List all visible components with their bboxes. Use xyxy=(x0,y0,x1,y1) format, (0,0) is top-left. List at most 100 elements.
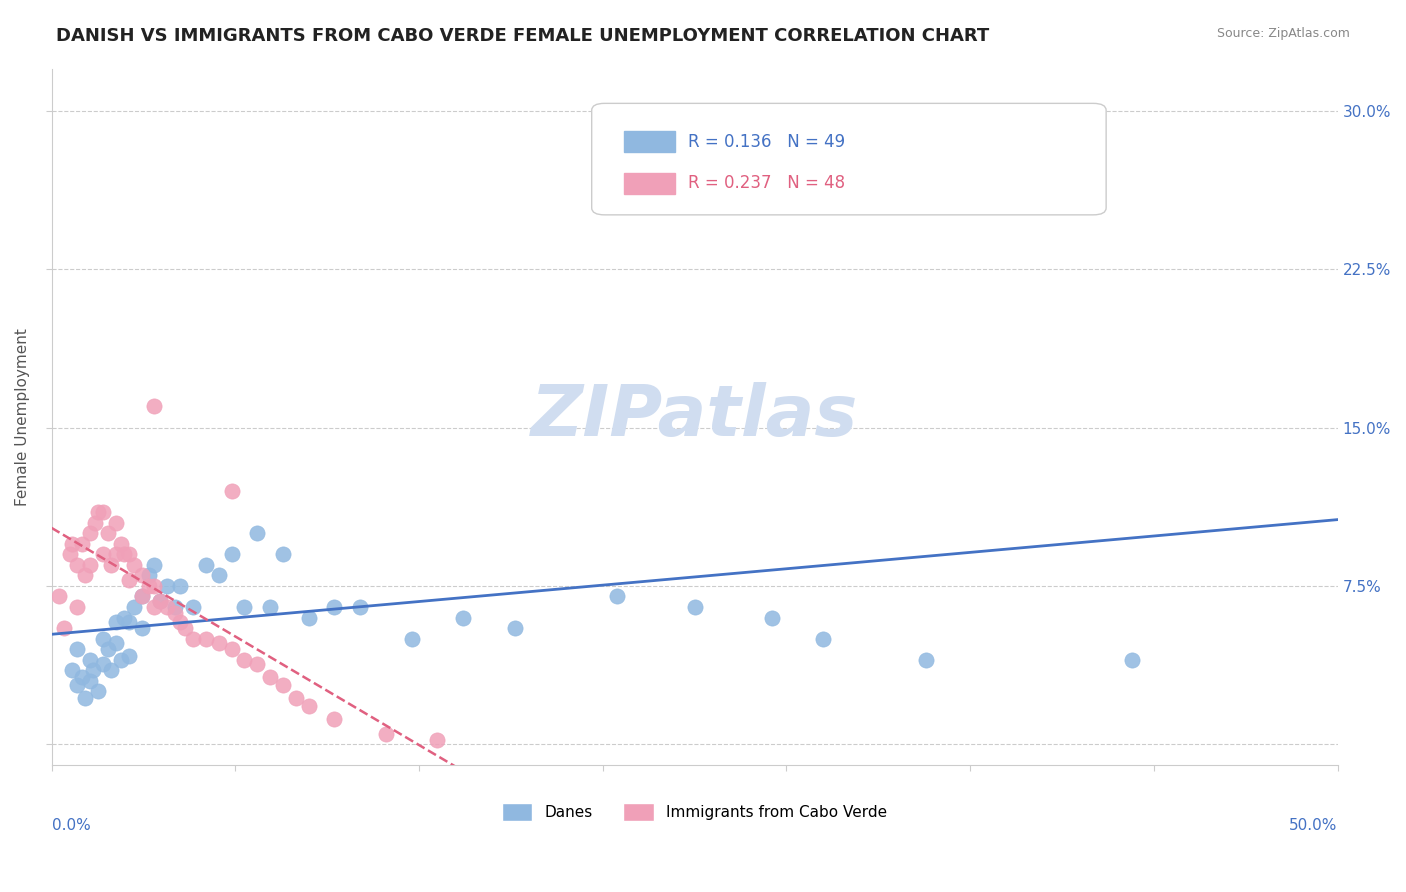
Point xyxy=(181,599,204,614)
Point xyxy=(174,621,197,635)
Bar xyxy=(624,173,675,194)
Point xyxy=(606,590,628,604)
Point xyxy=(143,400,166,414)
Point xyxy=(73,568,96,582)
Text: DANISH VS IMMIGRANTS FROM CABO VERDE FEMALE UNEMPLOYMENT CORRELATION CHART: DANISH VS IMMIGRANTS FROM CABO VERDE FEM… xyxy=(56,27,990,45)
Point xyxy=(208,636,231,650)
Point xyxy=(82,664,104,678)
Point xyxy=(131,590,153,604)
Point xyxy=(163,607,186,621)
Point xyxy=(60,664,83,678)
Point xyxy=(246,657,269,671)
Point xyxy=(246,526,269,541)
Point xyxy=(271,678,294,692)
Point xyxy=(53,621,76,635)
Point xyxy=(112,547,135,561)
Point xyxy=(104,636,127,650)
Point xyxy=(104,547,127,561)
Point xyxy=(131,621,153,635)
Legend: Danes, Immigrants from Cabo Verde: Danes, Immigrants from Cabo Verde xyxy=(496,797,893,828)
Point xyxy=(100,664,122,678)
Point xyxy=(915,653,938,667)
Point xyxy=(131,568,153,582)
Point xyxy=(323,599,346,614)
Point xyxy=(87,684,110,698)
Point xyxy=(221,483,243,498)
Point xyxy=(259,670,281,684)
Point xyxy=(79,558,101,572)
Point xyxy=(323,712,346,726)
Text: R = 0.237   N = 48: R = 0.237 N = 48 xyxy=(688,175,845,193)
Point xyxy=(169,615,191,629)
Point xyxy=(91,632,114,646)
Point xyxy=(284,690,307,705)
Point xyxy=(156,579,179,593)
Point xyxy=(143,599,166,614)
Point xyxy=(1121,653,1143,667)
Point xyxy=(271,547,294,561)
Point xyxy=(503,621,526,635)
Point xyxy=(110,653,132,667)
Point xyxy=(66,558,89,572)
Point xyxy=(181,632,204,646)
Point xyxy=(148,593,170,607)
Point xyxy=(118,615,141,629)
Point xyxy=(58,547,80,561)
Point xyxy=(426,733,449,747)
Point xyxy=(97,526,120,541)
Point xyxy=(259,599,281,614)
Point xyxy=(79,526,101,541)
Point xyxy=(208,568,231,582)
Point xyxy=(100,558,122,572)
Point xyxy=(683,599,706,614)
Point xyxy=(811,632,834,646)
Point xyxy=(60,536,83,550)
Point xyxy=(221,547,243,561)
Point xyxy=(97,642,120,657)
Point xyxy=(374,727,396,741)
Y-axis label: Female Unemployment: Female Unemployment xyxy=(15,328,30,506)
Point xyxy=(131,590,153,604)
Point xyxy=(72,536,94,550)
Point xyxy=(451,610,474,624)
Text: Source: ZipAtlas.com: Source: ZipAtlas.com xyxy=(1216,27,1350,40)
Point xyxy=(233,653,256,667)
Point xyxy=(122,558,145,572)
Point xyxy=(72,670,94,684)
Point xyxy=(66,678,89,692)
Point xyxy=(84,516,107,530)
Bar xyxy=(624,131,675,153)
Point xyxy=(118,648,141,663)
Point xyxy=(79,653,101,667)
Text: 0.0%: 0.0% xyxy=(52,818,90,833)
Text: ZIPatlas: ZIPatlas xyxy=(531,383,858,451)
Point xyxy=(349,599,371,614)
Point xyxy=(87,505,110,519)
Point xyxy=(156,599,179,614)
Point xyxy=(169,579,191,593)
Point xyxy=(761,136,783,150)
Point xyxy=(143,558,166,572)
Point xyxy=(298,699,321,714)
Point xyxy=(401,632,423,646)
Point xyxy=(143,579,166,593)
Point xyxy=(122,599,145,614)
Point xyxy=(138,568,160,582)
Point xyxy=(104,615,127,629)
Point xyxy=(118,573,141,587)
Point xyxy=(66,599,89,614)
Point xyxy=(194,632,217,646)
Point xyxy=(233,599,256,614)
Point xyxy=(148,593,170,607)
Point xyxy=(48,590,70,604)
Point xyxy=(221,642,243,657)
Point xyxy=(118,547,141,561)
Point xyxy=(73,690,96,705)
Point xyxy=(112,610,135,624)
Point xyxy=(91,505,114,519)
Point xyxy=(66,642,89,657)
Point xyxy=(194,558,217,572)
Point xyxy=(761,610,783,624)
Point xyxy=(79,673,101,688)
Text: R = 0.136   N = 49: R = 0.136 N = 49 xyxy=(688,133,845,151)
